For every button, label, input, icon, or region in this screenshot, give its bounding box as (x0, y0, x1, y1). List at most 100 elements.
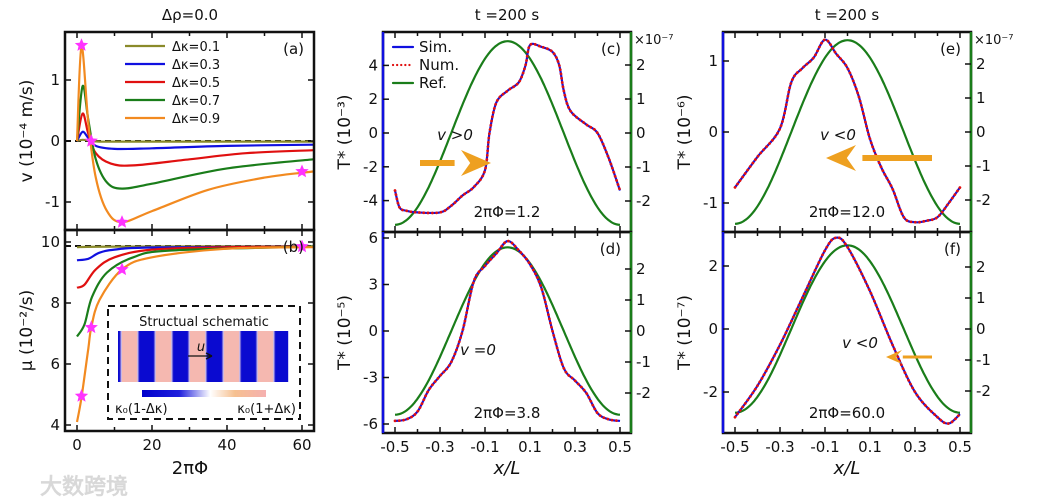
velocity-arrow-head-c (461, 150, 491, 176)
legend-label-Num.: Num. (419, 56, 459, 74)
plot-layer: 10-1v (10⁻⁴ m/s)(a)Δκ=0.1Δκ=0.3Δκ=0.5Δκ=… (17, 30, 1014, 456)
stripe (156, 331, 158, 382)
right-y-tick-label-e: 0 (976, 123, 986, 141)
stripe (162, 331, 164, 382)
stripe (151, 331, 153, 382)
y-tick-label-b: 10 (41, 233, 60, 251)
series-line-b-4 (75, 246, 314, 423)
y-axis-label-a: v (10⁻⁴ m/s) (17, 80, 37, 183)
inset-title: Structual schematic (139, 315, 269, 330)
stripe (137, 331, 139, 382)
stripe (272, 331, 274, 382)
stripe (224, 331, 226, 382)
star-marker-a-2 (115, 215, 129, 228)
stripe (136, 331, 138, 382)
stripe (235, 331, 237, 382)
right-y-tick-label-d: -1 (636, 353, 651, 371)
stripe (282, 331, 284, 382)
stripe (254, 331, 256, 382)
stripe (262, 331, 264, 382)
stripe (238, 331, 240, 382)
legend-label-Sim.: Sim. (419, 38, 452, 56)
x-tick-label-b: 40 (217, 436, 236, 454)
stripe (142, 331, 144, 382)
xlabel-right: x/L (833, 458, 861, 479)
inset-arrowhead (205, 352, 213, 360)
sim-line-f (734, 236, 961, 425)
stripe (164, 331, 166, 382)
stripe (274, 331, 276, 382)
x-tick-label-d: 0.1 (518, 438, 542, 456)
star-marker-b-1 (84, 320, 98, 334)
stripe (280, 331, 282, 382)
stripe (267, 331, 269, 382)
stripe (141, 331, 143, 382)
stripe (130, 331, 132, 382)
stripe (169, 331, 171, 382)
series-line-a-2 (75, 112, 314, 167)
stripe (226, 331, 228, 382)
title-middle: t =200 s (475, 6, 540, 24)
star-marker-b-0 (74, 389, 89, 402)
title-left: Δρ=0.0 (162, 6, 218, 24)
axes-frame-f (721, 230, 973, 435)
y-tick-label-d: 3 (368, 276, 378, 294)
stripe (265, 331, 267, 382)
stripe (165, 331, 167, 382)
stripe (216, 331, 218, 382)
stripe (182, 331, 184, 382)
series-line-a-1 (76, 130, 314, 151)
stripe (181, 331, 183, 382)
stripe (283, 331, 285, 382)
y-axis-label-b: μ (10⁻²/s) (17, 290, 37, 372)
stripe (184, 331, 186, 382)
y-tick-label-d: 0 (368, 322, 378, 340)
right-y-tick-label-f: -1 (976, 351, 991, 369)
stripe (214, 331, 216, 382)
stripe (261, 331, 263, 382)
y-tick-label-a: 1 (50, 71, 60, 89)
stripe (135, 331, 137, 382)
stripe (183, 331, 185, 382)
stripe (144, 331, 146, 382)
stripe (166, 331, 168, 382)
x-tick-label-b: 20 (142, 436, 161, 454)
right-axis-multiplier-e: ×10⁻⁷ (974, 33, 1014, 48)
star-marker-b-2 (115, 262, 129, 276)
stripe (252, 331, 254, 382)
y-tick-label-c: -4 (363, 192, 378, 210)
right-y-tick-label-d: 0 (636, 322, 646, 340)
stripe (270, 331, 272, 382)
stripe (245, 331, 247, 382)
stripe (157, 331, 159, 382)
y-axis-label-c: T* (10⁻³) (335, 95, 355, 171)
right-y-tick-label-c: 2 (636, 56, 646, 74)
stripe (241, 331, 243, 382)
watermark: 大数跨境 (40, 474, 128, 500)
x-tick-label-d: -0.5 (380, 438, 409, 456)
right-y-tick-label-c: 1 (636, 90, 646, 108)
stripe (277, 331, 279, 382)
stripe (228, 331, 230, 382)
y-tick-label-d: -3 (363, 369, 378, 387)
stripe (256, 331, 258, 382)
x-tick-label-f: -0.5 (720, 438, 749, 456)
panel-label-b: (b) (283, 238, 304, 256)
right-y-tick-label-d: -2 (636, 384, 651, 402)
velocity-annotation-f: v <0 (842, 334, 878, 352)
x-tick-label-f: 0.3 (903, 438, 927, 456)
ref-line-e (734, 39, 961, 225)
panel-label-a: (a) (283, 40, 304, 58)
star-marker-a-0 (74, 38, 89, 51)
y-tick-label-f: 0 (708, 320, 718, 338)
stripe (253, 331, 255, 382)
star-marker-b-3 (295, 239, 309, 253)
stripe (281, 331, 283, 382)
stripe (219, 331, 221, 382)
stripe (145, 331, 147, 382)
stripe (284, 331, 286, 382)
y-tick-label-c: 2 (368, 90, 378, 108)
stripe (268, 331, 270, 382)
stripe (122, 331, 124, 382)
